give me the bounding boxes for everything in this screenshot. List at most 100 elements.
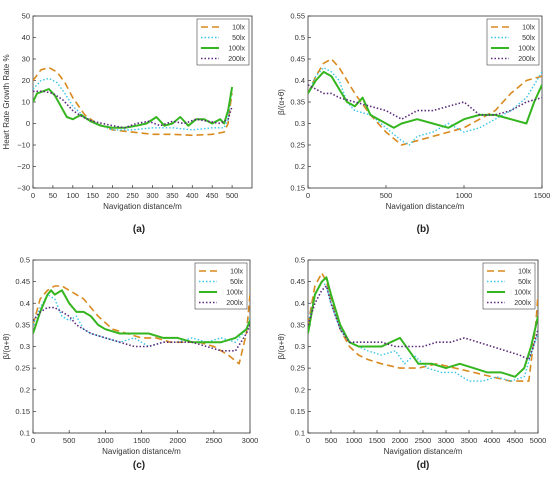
legend-label-200lx: 200lx bbox=[228, 56, 245, 63]
legend-label-200lx: 200lx bbox=[226, 300, 243, 307]
x-tick-label: 1500 bbox=[133, 436, 150, 445]
y-tick-label: 0.45 bbox=[290, 277, 305, 286]
legend-label-100lx: 100lx bbox=[226, 290, 243, 297]
y-tick-label: 40 bbox=[22, 33, 30, 42]
y-tick-label: 10 bbox=[22, 98, 30, 107]
legend-box bbox=[482, 262, 536, 310]
series-line-100lx bbox=[308, 70, 542, 129]
x-tick-label: 450 bbox=[206, 191, 219, 200]
x-tick-label: 0 bbox=[31, 436, 35, 445]
x-tick-label: 5000 bbox=[530, 436, 547, 445]
y-tick-label: 0.35 bbox=[15, 320, 30, 329]
series-line-100lx bbox=[33, 289, 250, 344]
x-tick-label: 1000 bbox=[346, 436, 363, 445]
x-tick-label: 400 bbox=[186, 191, 199, 200]
y-tick-label: 0.1 bbox=[295, 429, 305, 438]
y-tick-label: 0.3 bbox=[295, 119, 305, 128]
series-line-50lx bbox=[308, 66, 542, 146]
legend-label-50lx: 50lx bbox=[232, 35, 245, 42]
x-axis-label: Navigation distance/m bbox=[103, 202, 182, 211]
y-tick-label: 0.25 bbox=[15, 364, 30, 373]
x-tick-label: 0 bbox=[306, 436, 310, 445]
legend-label-200lx: 200lx bbox=[514, 300, 531, 307]
x-tick-label: 2500 bbox=[205, 436, 222, 445]
legend-label-50lx: 50lx bbox=[230, 279, 243, 286]
x-tick-label: 4500 bbox=[507, 436, 524, 445]
x-tick-label: 500 bbox=[325, 436, 338, 445]
legend-label-200lx: 200lx bbox=[518, 56, 535, 63]
x-tick-label: 50 bbox=[49, 191, 57, 200]
series-line-10lx bbox=[33, 66, 233, 137]
series-line-200lx bbox=[308, 84, 542, 120]
y-tick-label: 0.5 bbox=[295, 256, 305, 265]
x-tick-label: 3500 bbox=[461, 436, 478, 445]
x-tick-label: 1500 bbox=[534, 191, 550, 200]
y-tick-label: 0.15 bbox=[290, 407, 305, 416]
x-tick-label: 100 bbox=[67, 191, 80, 200]
chart-panel: 0 500 1000 1500 0.15 0.2 0.25 0.3 0.35 0.4 0.45 0.5… bbox=[277, 12, 550, 235]
y-axis-label: β/(α+θ) bbox=[277, 333, 286, 359]
legend-label-10lx: 10lx bbox=[230, 269, 243, 276]
x-tick-label: 150 bbox=[86, 191, 99, 200]
panel-label: (a) bbox=[133, 224, 145, 235]
x-axis-label: Navigation distance/m bbox=[102, 447, 181, 456]
y-axis-label: β/(α+θ) bbox=[2, 333, 11, 359]
panel-label: (c) bbox=[133, 460, 145, 471]
x-tick-label: 1000 bbox=[456, 191, 473, 200]
panel-label: (b) bbox=[417, 224, 430, 235]
x-tick-label: 3000 bbox=[242, 436, 259, 445]
x-axis-label: Navigation distance/m bbox=[386, 202, 465, 211]
y-tick-label: 0.15 bbox=[290, 184, 305, 193]
y-tick-label: 20 bbox=[22, 76, 30, 85]
x-tick-label: 2000 bbox=[392, 436, 409, 445]
x-tick-label: 300 bbox=[146, 191, 159, 200]
y-tick-label: 0.2 bbox=[20, 385, 30, 394]
y-tick-label: 30 bbox=[22, 55, 30, 64]
series-line-10lx bbox=[33, 285, 250, 365]
y-tick-label: 0.35 bbox=[290, 98, 305, 107]
chart-panel: 0 500 1000 1500 2000 2500 3000 3500 4000 4500 5000… bbox=[277, 256, 546, 471]
legend-label-100lx: 100lx bbox=[514, 290, 531, 297]
series-line-50lx bbox=[308, 280, 538, 382]
series-line-100lx bbox=[33, 86, 234, 129]
y-tick-label: 0.5 bbox=[20, 256, 30, 265]
chart-panel: 0 500 1000 1500 2000 2500 3000 0.1 0.15 0.2 0.25 0.… bbox=[2, 256, 258, 471]
x-tick-label: 200 bbox=[106, 191, 119, 200]
legend-box bbox=[486, 18, 540, 66]
panel-label: (d) bbox=[417, 460, 430, 471]
x-tick-label: 1000 bbox=[97, 436, 114, 445]
legend-label-100lx: 100lx bbox=[518, 46, 535, 53]
y-axis-label: Heart Rate Growth Rate % bbox=[2, 54, 11, 149]
x-tick-label: 500 bbox=[380, 191, 393, 200]
x-tick-label: 0 bbox=[31, 191, 35, 200]
x-tick-label: 2000 bbox=[169, 436, 186, 445]
y-tick-label: 0.55 bbox=[290, 12, 305, 21]
y-tick-label: 0.25 bbox=[290, 141, 305, 150]
x-tick-label: 3000 bbox=[438, 436, 455, 445]
series-line-200lx bbox=[33, 306, 250, 352]
series-line-10lx bbox=[308, 58, 542, 146]
y-tick-label: 0.45 bbox=[15, 277, 30, 286]
y-tick-label: 0.4 bbox=[295, 76, 305, 85]
legend-label-50lx: 50lx bbox=[522, 35, 535, 42]
y-tick-label: 0 bbox=[26, 119, 30, 128]
legend-label-10lx: 10lx bbox=[522, 25, 535, 32]
x-tick-label: 1500 bbox=[369, 436, 386, 445]
series-line-100lx bbox=[308, 276, 538, 378]
legend-label-10lx: 10lx bbox=[518, 269, 531, 276]
y-tick-label: 0.35 bbox=[290, 320, 305, 329]
y-tick-label: 50 bbox=[22, 12, 30, 21]
y-tick-label: 0.25 bbox=[290, 364, 305, 373]
legend-label-50lx: 50lx bbox=[518, 279, 531, 286]
legend-label-10lx: 10lx bbox=[232, 25, 245, 32]
y-tick-label: −20 bbox=[17, 162, 30, 171]
series-line-50lx bbox=[33, 77, 233, 131]
x-tick-label: 2500 bbox=[415, 436, 432, 445]
x-tick-label: 250 bbox=[126, 191, 139, 200]
y-axis-label: β/(α+θ) bbox=[277, 89, 286, 115]
y-tick-label: −30 bbox=[17, 184, 30, 193]
legend-label-100lx: 100lx bbox=[228, 46, 245, 53]
x-axis-label: Navigation distance/m bbox=[384, 447, 463, 456]
y-tick-label: 0.2 bbox=[295, 385, 305, 394]
